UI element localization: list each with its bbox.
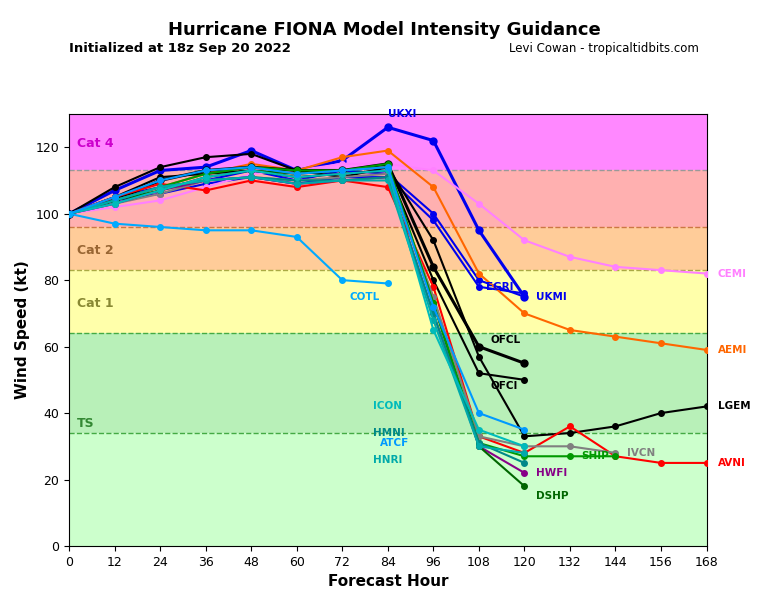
Text: Cat 1: Cat 1 [77,297,114,310]
Text: OFCL: OFCL [490,335,521,345]
Text: HWFI: HWFI [536,468,567,478]
Text: Levi Cowan - tropicaltidbits.com: Levi Cowan - tropicaltidbits.com [509,42,699,55]
Text: ATCF: ATCF [380,438,409,448]
Text: DSHP: DSHP [536,491,568,501]
Text: COTL: COTL [350,292,380,302]
Text: HNRI: HNRI [372,455,402,464]
Text: Initialized at 18z Sep 20 2022: Initialized at 18z Sep 20 2022 [69,42,291,55]
Text: EGRI: EGRI [486,282,514,292]
Bar [69,433,707,546]
Text: UKMI: UKMI [536,292,567,302]
Text: AEMI: AEMI [718,345,747,355]
Bar [69,0,707,170]
Text: Hurricane FIONA Model Intensity Guidance: Hurricane FIONA Model Intensity Guidance [167,21,601,39]
Text: OFCI: OFCI [490,382,518,391]
Bar [69,227,707,270]
Text: SHIP: SHIP [581,451,609,461]
Bar [69,170,707,227]
Text: UKXI: UKXI [388,109,416,119]
Text: CEMI: CEMI [718,269,747,278]
Bar [69,270,707,334]
Text: HMNI: HMNI [372,428,405,438]
Bar [69,334,707,433]
Text: ICON: ICON [372,401,402,412]
Y-axis label: Wind Speed (kt): Wind Speed (kt) [15,260,30,400]
Text: TS: TS [77,416,94,430]
Text: Cat 2: Cat 2 [77,244,114,257]
Text: AVNI: AVNI [718,458,746,468]
X-axis label: Forecast Hour: Forecast Hour [328,574,448,589]
Text: IVCN: IVCN [627,448,655,458]
Text: Cat 4: Cat 4 [77,137,114,151]
Text: LGEM: LGEM [718,401,750,412]
